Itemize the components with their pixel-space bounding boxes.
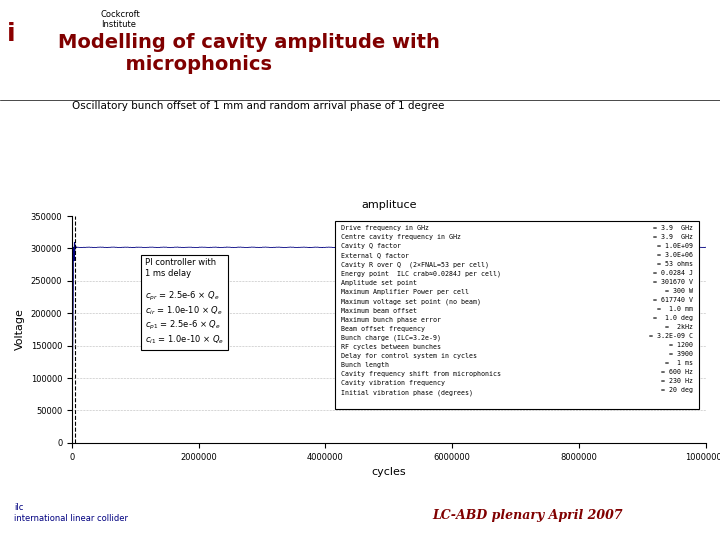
- Text: ilc
international linear collider: ilc international linear collider: [14, 503, 128, 523]
- Text: Modelling of cavity amplitude with
          microphonics: Modelling of cavity amplitude with micro…: [58, 33, 439, 74]
- Title: amplituce: amplituce: [361, 200, 417, 210]
- Text: Oscillatory bunch offset of 1 mm and random arrival phase of 1 degree: Oscillatory bunch offset of 1 mm and ran…: [72, 100, 444, 111]
- Text: PI controller with
1 ms delay

$c_{pr}$ = 2.5e-6 × $Q_e$
$c_{ir}$ = 1.0e-10 × $Q: PI controller with 1 ms delay $c_{pr}$ =…: [145, 258, 224, 346]
- Text: Drive frequency in GHz
Centre cavity frequency in GHz
Cavity Q factor
External Q: Drive frequency in GHz Centre cavity fre…: [341, 225, 501, 396]
- FancyBboxPatch shape: [335, 220, 699, 409]
- Text: = 3.9  GHz
= 3.9  GHz
= 1.0E+09
= 3.0E+06
= 53 ohms
= 0.0284 J
= 301670 V
= 300 : = 3.9 GHz = 3.9 GHz = 1.0E+09 = 3.0E+06 …: [649, 225, 693, 393]
- Y-axis label: Voltage: Voltage: [15, 308, 25, 350]
- Text: LC-ABD plenary April 2007: LC-ABD plenary April 2007: [432, 509, 623, 522]
- Text: i: i: [7, 22, 16, 46]
- X-axis label: cycles: cycles: [372, 467, 406, 477]
- Text: Cockcroft
Institute: Cockcroft Institute: [101, 10, 140, 29]
